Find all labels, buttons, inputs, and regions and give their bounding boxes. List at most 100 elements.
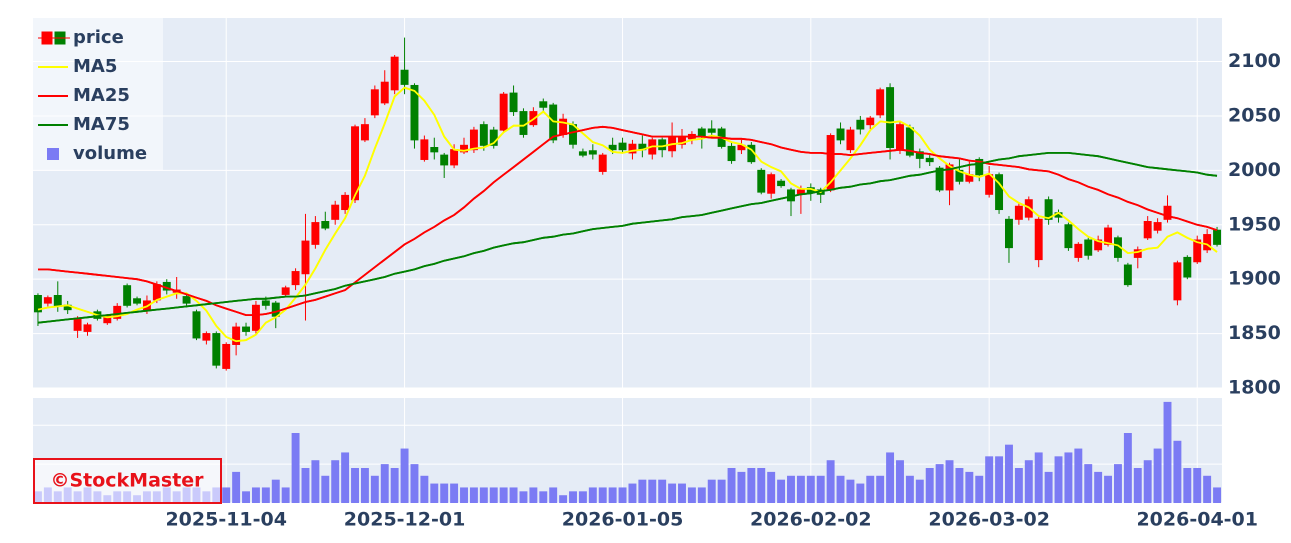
price-plot-area (33, 18, 1222, 388)
volume-bar (678, 483, 686, 503)
volume-bar (697, 487, 706, 503)
volume-bar (975, 475, 984, 503)
volume-plot-area (33, 398, 1222, 503)
volume-bar (925, 468, 934, 503)
volume-bar (846, 479, 855, 503)
volume-bar (866, 475, 875, 503)
candle-body (152, 284, 161, 301)
candle-body (321, 221, 330, 229)
candle-body (202, 333, 211, 341)
candle-body (251, 304, 260, 331)
volume-bar (400, 448, 409, 503)
candle-body (1173, 262, 1182, 301)
candle-body (479, 124, 488, 146)
volume-bar (886, 452, 895, 503)
volume-bar (915, 479, 924, 503)
candle-body (975, 158, 984, 176)
candle-body (261, 300, 270, 306)
volume-bar (1054, 456, 1063, 503)
candle-body (1123, 264, 1132, 286)
legend-label: price (73, 27, 124, 48)
y-tick-label: 1900 (1228, 268, 1281, 290)
volume-bar (737, 471, 746, 503)
volume-bar (1005, 444, 1013, 503)
candle-body (608, 144, 617, 151)
candle-body (896, 124, 904, 151)
volume-bar (1163, 401, 1172, 503)
volume-bar (777, 479, 786, 503)
candle-body (539, 101, 548, 108)
y-tick-label: 2050 (1228, 104, 1281, 126)
candle-body (1203, 234, 1212, 251)
candle-body (499, 93, 508, 131)
candle-body (1084, 239, 1093, 256)
candle-body (1014, 205, 1023, 220)
legend-label: volume (73, 143, 147, 164)
candle-body (1143, 221, 1152, 239)
candle-body (1044, 199, 1053, 220)
volume-bar (767, 471, 776, 503)
candle-body (281, 287, 290, 295)
volume-bar (301, 468, 310, 503)
candle-body (311, 222, 320, 245)
volume-bar (420, 475, 429, 503)
legend-label: MA75 (73, 114, 130, 135)
volume-bar (1153, 448, 1162, 503)
volume-bar (1094, 471, 1103, 503)
volume-bar (539, 491, 548, 503)
volume-bar (747, 468, 756, 503)
volume-bar (1183, 468, 1192, 503)
volume-bar (668, 483, 677, 503)
volume-bar (717, 479, 726, 503)
volume-bar (1133, 468, 1142, 503)
volume-bar (351, 468, 359, 503)
candle-body (1163, 205, 1172, 220)
volume-bar (1014, 468, 1023, 503)
volume-bar (251, 487, 260, 503)
volume-bar (232, 471, 241, 503)
volume-bar (370, 475, 379, 503)
volume-bar (588, 487, 597, 503)
volume-bar (1193, 468, 1202, 503)
candle-body (291, 271, 300, 286)
candle-body (1005, 218, 1013, 249)
candle-body (767, 174, 776, 194)
candle-body (846, 129, 855, 151)
volume-bar (519, 491, 528, 503)
volume-bar (787, 475, 795, 503)
candle-body (380, 81, 389, 104)
volume-bar (291, 433, 300, 503)
legend-label: MA25 (73, 85, 130, 106)
legend-label: MA5 (73, 56, 117, 77)
volume-bar (836, 475, 845, 503)
candle-body (1064, 224, 1073, 249)
volume-bar (222, 487, 231, 503)
candle-body (618, 142, 627, 151)
volume-bar (1084, 464, 1093, 503)
volume-bar (1034, 452, 1043, 503)
candle-body (83, 324, 92, 332)
x-tick-label: 2025-11-04 (165, 509, 287, 531)
volume-bar (1024, 460, 1033, 503)
legend-icon (47, 148, 59, 160)
volume-bar (935, 464, 944, 503)
candle-body (697, 128, 706, 137)
candle-body (678, 137, 686, 145)
ma-line (37, 86, 1218, 343)
volume-bar (598, 487, 607, 503)
volume-bar (608, 487, 617, 503)
candle-body (886, 87, 895, 148)
candle-body (133, 298, 142, 304)
volume-bar (796, 475, 805, 503)
y-tick-label: 1950 (1228, 213, 1281, 235)
y-tick-label: 1800 (1228, 377, 1281, 399)
ma-line (38, 125, 1218, 316)
candle-body (866, 117, 875, 126)
candle-body (400, 69, 409, 85)
volume-bar (1173, 440, 1182, 503)
candle-body (1133, 249, 1142, 258)
candle-body (509, 92, 518, 113)
volume-bar (985, 456, 994, 503)
candle-body (420, 139, 429, 160)
volume-bar (430, 483, 439, 503)
